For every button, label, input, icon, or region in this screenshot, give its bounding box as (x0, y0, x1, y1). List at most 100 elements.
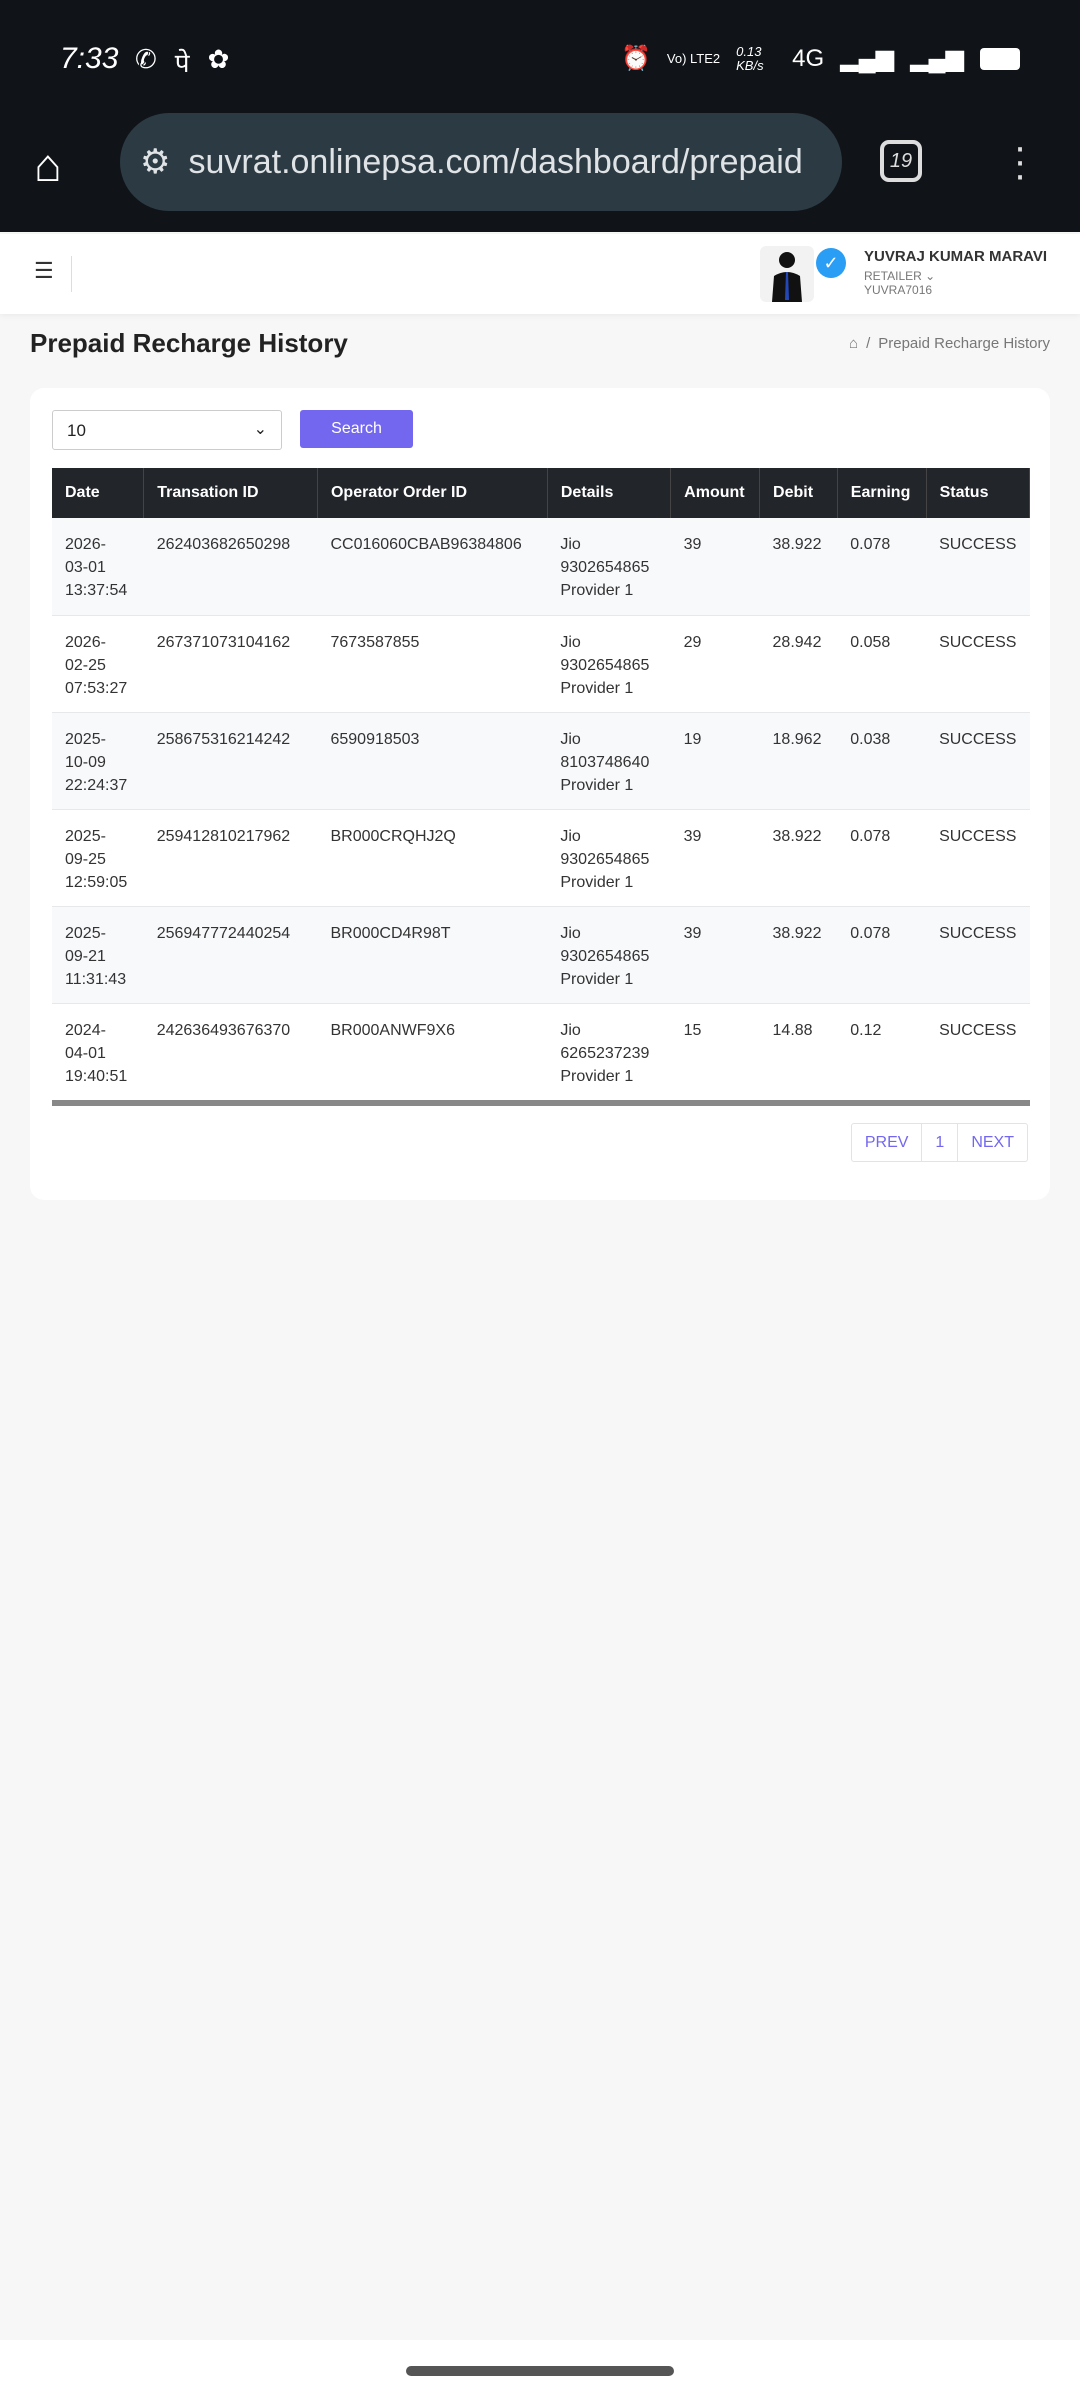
earning-cell: 0.078 (837, 518, 927, 616)
url-text[interactable]: suvrat.onlinepsa.com/dashboard/prepaid (188, 142, 803, 181)
user-name[interactable]: YUVRAJ KUMAR MARAVI (864, 248, 1048, 265)
date-cell-line: 03-01 (65, 559, 106, 576)
debit-cell: 14.88 (759, 1003, 838, 1101)
more-options-icon[interactable]: · · · (1013, 125, 1027, 197)
details-cell-line: Provider 1 (560, 776, 634, 794)
pagination: PREV 1 NEXT (850, 1123, 1028, 1162)
earning-cell-line: 0.078 (850, 924, 891, 942)
operator-order-id-cell: 6590918503 (317, 712, 548, 810)
amount-cell: 39 (670, 518, 760, 616)
table-row: 2025- 09-25 12:59:05 259412810217962 BR000CR… (52, 809, 1030, 907)
avatar[interactable] (760, 246, 814, 302)
amount-cell: 39 (670, 809, 760, 907)
system-nav-bar (0, 2340, 1080, 2400)
transaction-id-cell: 259412810217962 (143, 809, 318, 907)
menu-toggle-icon[interactable]: ☰ (34, 258, 54, 283)
user-role: RETAILER (864, 269, 922, 283)
details-cell: Jio 9302654865 Provider 1 (547, 809, 671, 907)
clock: 7:33 (60, 42, 119, 75)
details-cell-line: Jio (560, 730, 581, 748)
table-row: 2026- 02-25 07:53:27 267371073104162 7673587… (52, 615, 1030, 713)
details-cell-line: Jio (560, 827, 581, 845)
status-cell: SUCCESS (926, 712, 1030, 810)
date-cell-line: 02-25 (65, 656, 106, 674)
operator-order-id-cell: CC016060CBAB96384806 (317, 518, 548, 616)
date-cell-line: 12:59:05 (65, 873, 128, 891)
next-page-button[interactable]: NEXT (971, 1134, 1014, 1151)
date-cell-line: 2024- (65, 1021, 106, 1039)
amount-cell-line: 39 (683, 924, 702, 942)
column-header: Status (926, 468, 1031, 518)
details-cell-line: Jio (560, 1021, 581, 1039)
breadcrumb-separator: / (866, 335, 871, 352)
signal-icon-2: ▂▄▆ (910, 45, 964, 72)
date-cell-line: 07:53:27 (65, 679, 128, 697)
details-cell: Jio 9302654865 Provider 1 (547, 615, 671, 713)
transaction-id-cell-line: 267371073104162 (156, 633, 291, 651)
details-cell-line: 9302654865 (560, 656, 650, 674)
status-cell-line: SUCCESS (939, 1021, 1017, 1039)
debit-cell-line: 18.962 (772, 730, 822, 748)
earning-cell: 0.078 (837, 809, 927, 907)
page-size-select[interactable]: 10 ⌄ (52, 410, 282, 450)
site-settings-icon[interactable]: ⚙ (140, 143, 171, 181)
details-cell-line: Jio (560, 536, 581, 553)
column-header: Amount (670, 468, 761, 518)
transaction-id-cell-line: 256947772440254 (156, 924, 291, 942)
user-role-dropdown[interactable]: RETAILER ⌄ (864, 269, 935, 283)
status-cell-line: SUCCESS (939, 924, 1017, 942)
verified-badge-icon: ✓ (816, 248, 846, 278)
transaction-id-cell: 262403682650298 (143, 518, 318, 616)
amount-cell-line: 39 (683, 536, 702, 553)
search-button[interactable]: Search (300, 410, 413, 448)
app-notification-icon: ✿ (207, 44, 230, 74)
url-bar[interactable]: ⚙ suvrat.onlinepsa.com/dashboard/prepaid (120, 113, 842, 211)
prev-page-button[interactable]: PREV (852, 1124, 923, 1161)
transaction-id-cell-line: 262403682650298 (156, 536, 291, 553)
amount-cell: 39 (670, 906, 760, 1004)
debit-cell: 38.922 (759, 906, 838, 1004)
amount-cell-line: 15 (683, 1021, 702, 1039)
date-cell-line: 2026- (65, 536, 106, 553)
battery-icon (980, 47, 1020, 70)
tab-switcher-button[interactable]: 19 (880, 140, 922, 182)
page-1-button[interactable]: 1 (922, 1124, 959, 1161)
debit-cell-line: 38.922 (772, 924, 822, 942)
debit-cell: 38.922 (759, 518, 838, 616)
volte-indicator: Vo) LTE2 (666, 50, 721, 66)
earning-cell: 0.078 (837, 906, 927, 1004)
date-cell-line: 04-01 (65, 1044, 106, 1062)
earning-cell-line: 0.078 (850, 536, 891, 553)
transaction-id-cell: 258675316214242 (143, 712, 318, 810)
chevron-down-icon: ⌄ (925, 269, 936, 283)
table-row: 2025- 09-21 11:31:43 256947772440254 BR000CD… (52, 906, 1030, 1004)
page-title: Prepaid Recharge History (30, 328, 348, 358)
home-icon[interactable]: ⌂ (849, 335, 859, 352)
status-cell-line: SUCCESS (939, 536, 1017, 553)
debit-cell: 28.942 (759, 615, 838, 713)
network-type: 4G (792, 44, 825, 72)
details-cell-line: 9302654865 (560, 850, 650, 868)
details-cell-line: Provider 1 (560, 679, 634, 697)
column-header: Transation ID (143, 468, 318, 518)
date-cell-line: 11:31:43 (65, 970, 127, 988)
date-cell-line: 2025- (65, 730, 106, 748)
operator-order-id-cell: BR000ANWF9X6 (317, 1003, 548, 1101)
horizontal-scrollbar[interactable] (52, 1100, 1030, 1106)
amount-cell-line: 39 (683, 827, 702, 845)
debit-cell-line: 28.942 (772, 633, 822, 651)
earning-cell: 0.038 (837, 712, 927, 810)
amount-cell: 15 (670, 1003, 760, 1101)
column-header: Details (547, 468, 672, 518)
operator-order-id-cell-line: 7673587855 (330, 633, 420, 651)
gesture-handle[interactable] (406, 2366, 674, 2376)
details-cell: Jio 9302654865 Provider 1 (547, 518, 671, 616)
home-icon[interactable]: ⌂ (34, 139, 62, 191)
column-header: Operator Order ID (317, 468, 548, 518)
earning-cell-line: 0.12 (850, 1021, 882, 1039)
date-cell: 2026- 03-01 13:37:54 (52, 518, 144, 616)
page-size-value: 10 (67, 421, 86, 440)
details-cell: Jio 9302654865 Provider 1 (547, 906, 671, 1004)
status-cell-line: SUCCESS (939, 633, 1017, 651)
details-cell-line: Provider 1 (560, 1067, 634, 1085)
